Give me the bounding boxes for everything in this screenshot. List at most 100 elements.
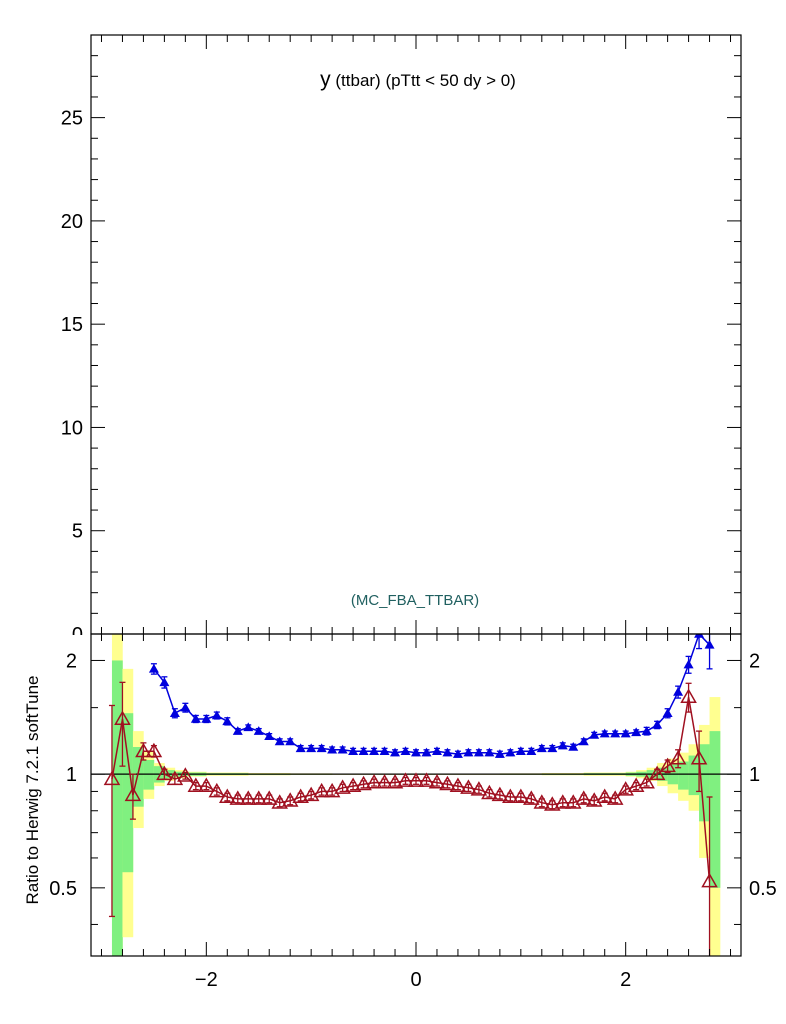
marker-filled-triangle — [243, 722, 254, 732]
marker-open-triangle — [449, 777, 467, 793]
zero-label-mask — [61, 635, 89, 649]
series-filled-triangles — [148, 634, 715, 758]
marker-open-triangle — [187, 777, 205, 793]
marker-filled-triangle — [431, 746, 442, 755]
marker-open-triangle — [344, 777, 362, 793]
band-inner-bin — [699, 744, 710, 822]
marker-filled-triangle — [180, 702, 191, 712]
marker-open-triangle — [659, 757, 676, 773]
marker-open-triangle — [218, 788, 236, 803]
marker-filled-triangle — [694, 634, 705, 638]
marker-open-triangle — [543, 796, 561, 811]
marker-open-triangle — [229, 790, 247, 805]
marker-filled-triangle — [578, 736, 589, 746]
marker-open-triangle — [627, 777, 645, 793]
marker-filled-triangle — [211, 710, 222, 720]
band-inner-bin — [688, 755, 700, 796]
marker-filled-triangle — [201, 713, 212, 723]
marker-open-triangle — [491, 786, 509, 802]
marker-open-triangle — [103, 770, 121, 786]
x-tick-label: 0 — [410, 969, 421, 991]
marker-open-triangle — [135, 742, 152, 758]
marker-open-triangle — [177, 767, 194, 782]
marker-open-triangle — [606, 790, 624, 805]
marker-filled-triangle — [547, 743, 558, 753]
marker-filled-triangle — [683, 659, 694, 669]
marker-filled-triangle — [348, 746, 359, 755]
marker-filled-triangle — [673, 687, 684, 696]
marker-open-triangle — [365, 774, 383, 789]
marker-open-triangle — [648, 765, 666, 781]
ratio-y-tick-label-left: 1 — [66, 764, 77, 786]
band-inner-bin — [132, 746, 144, 807]
marker-filled-triangle — [442, 747, 453, 757]
marker-open-triangle — [533, 794, 551, 809]
marker-filled-triangle — [390, 747, 401, 757]
analysis-label: (MC_FBA_TTBAR) — [351, 592, 479, 609]
ratio-y-tick-label-right: 0.5 — [749, 878, 777, 900]
marker-open-triangle — [596, 788, 614, 803]
marker-filled-triangle — [610, 728, 621, 738]
plot-title-main: y — [320, 68, 331, 91]
marker-filled-triangle — [264, 731, 275, 740]
marker-filled-triangle — [599, 728, 610, 738]
marker-filled-triangle — [662, 708, 673, 717]
marker-filled-triangle — [253, 726, 264, 735]
marker-filled-triangle — [159, 677, 170, 687]
marker-open-triangle — [523, 790, 540, 805]
marker-filled-triangle — [494, 749, 505, 758]
marker-filled-triangle — [557, 740, 568, 750]
marker-open-triangle — [250, 790, 268, 805]
marker-filled-triangle — [337, 744, 348, 754]
plot-title: y (ttbar) (pTtt < 50 dy > 0) — [320, 68, 516, 91]
marker-open-triangle — [470, 781, 488, 796]
marker-filled-triangle — [452, 749, 463, 758]
marker-filled-triangle — [505, 747, 516, 757]
marker-open-triangle — [114, 710, 131, 725]
marker-open-triangle — [355, 775, 372, 791]
marker-filled-triangle — [148, 663, 159, 673]
marker-filled-triangle — [589, 729, 600, 739]
ratio-y-tick-label-right: 1 — [749, 764, 760, 786]
marker-filled-triangle — [400, 746, 411, 755]
marker-filled-triangle — [369, 746, 380, 755]
band-inner-bin — [678, 761, 689, 790]
x-tick-label: −2 — [195, 969, 218, 991]
ratio-y-tick-label-left: 2 — [66, 650, 77, 672]
marker-filled-triangle — [641, 726, 652, 735]
marker-filled-triangle — [379, 746, 390, 755]
marker-open-triangle — [428, 774, 446, 789]
band-inner-bin — [709, 731, 721, 888]
marker-filled-triangle — [620, 728, 631, 738]
main-y-tick-label: 25 — [61, 108, 83, 130]
marker-filled-triangle — [295, 743, 306, 753]
series-open-triangles — [103, 681, 718, 956]
marker-filled-triangle — [232, 726, 243, 735]
marker-open-triangle — [323, 782, 341, 798]
marker-open-triangle — [334, 779, 351, 794]
marker-filled-triangle — [463, 747, 474, 757]
marker-open-triangle — [617, 781, 634, 796]
marker-filled-triangle — [526, 746, 537, 755]
marker-open-triangle — [260, 790, 278, 805]
marker-open-triangle — [481, 784, 498, 800]
marker-open-triangle — [575, 790, 593, 805]
marker-open-triangle — [376, 774, 393, 789]
marker-filled-triangle — [358, 746, 369, 755]
marker-open-triangle — [502, 788, 519, 803]
marker-open-triangle — [292, 788, 309, 803]
marker-filled-triangle — [704, 639, 715, 649]
marker-open-triangle — [239, 790, 257, 805]
marker-open-triangle — [281, 792, 299, 807]
band-inner-bin — [111, 660, 123, 956]
marker-open-triangle — [701, 872, 718, 888]
marker-filled-triangle — [306, 743, 317, 753]
marker-open-triangle — [397, 772, 414, 787]
band-inner-bin — [143, 760, 155, 790]
marker-filled-triangle — [568, 741, 579, 751]
label-layer: y (ttbar) (pTtt < 50 dy > 0) (MC_FBA_TTB… — [23, 68, 516, 905]
main-y-tick-label: 15 — [61, 314, 83, 336]
main-y-tick-label: 5 — [72, 521, 83, 543]
